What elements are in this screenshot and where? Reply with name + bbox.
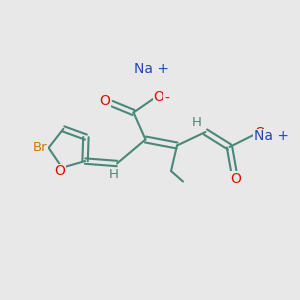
Text: H: H [192,116,202,129]
Text: H: H [109,168,119,182]
Text: O: O [154,90,164,104]
Text: Br: Br [33,141,47,154]
Text: O: O [100,94,110,108]
Text: O: O [254,126,265,140]
Text: Na +: Na + [254,130,289,143]
Text: O: O [230,172,241,186]
Text: O: O [54,164,65,178]
Text: -: - [164,92,169,105]
Text: Na +: Na + [134,62,169,76]
Text: -: - [265,128,269,141]
